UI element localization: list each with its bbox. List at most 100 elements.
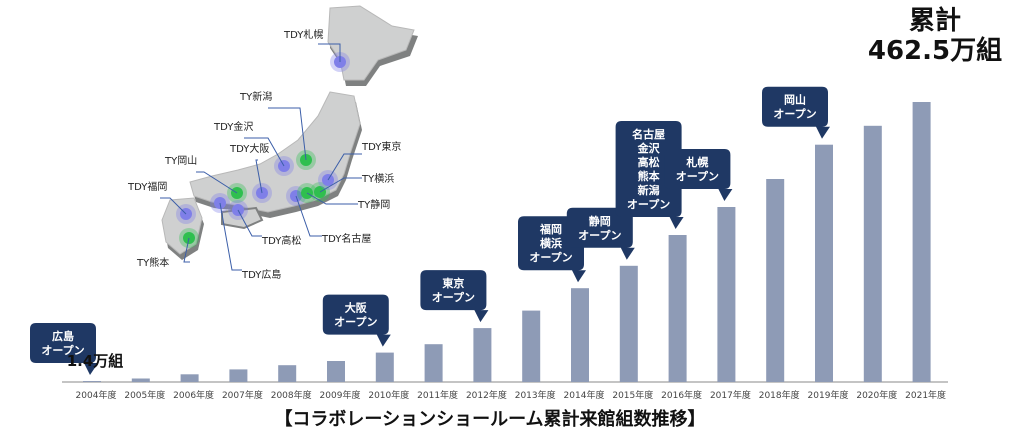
callout-text: オープン	[41, 343, 84, 357]
x-tick-label: 2015年度	[612, 389, 653, 401]
callout-text: 札幌	[685, 155, 708, 169]
bar-2017年度	[717, 207, 736, 382]
x-tick-label: 2004年度	[76, 389, 117, 401]
bar-2015年度	[619, 265, 638, 382]
location-leader-line	[295, 195, 322, 237]
location-label: TY静岡	[357, 198, 390, 211]
x-tick-label: 2006年度	[173, 389, 214, 401]
bar-2016年度	[668, 235, 687, 382]
callout-text: 岡山	[784, 93, 806, 107]
location-label: TY熊本	[136, 256, 169, 269]
bar-2020年度	[863, 125, 882, 383]
location-label: TDY高松	[261, 234, 301, 247]
callout-bubble	[615, 121, 684, 229]
x-tick-label: 2010年度	[368, 389, 409, 401]
callout-bubble	[420, 270, 489, 323]
x-tick-label: 2020年度	[856, 389, 897, 401]
location-label: TDY東京	[361, 140, 401, 153]
callout-text: オープン	[529, 250, 572, 264]
location-leader-line	[327, 153, 362, 181]
location-leader-line	[268, 107, 307, 161]
location-leader-line	[318, 43, 341, 62]
x-tick-label: 2009年度	[320, 389, 361, 401]
callout-text: オープン	[334, 315, 377, 329]
callout-text: 広島	[52, 329, 74, 343]
callout-text: オープン	[676, 169, 719, 183]
callout-bubble	[30, 323, 98, 376]
bar-2011年度	[424, 344, 443, 382]
location-leader-line	[244, 137, 285, 167]
x-tick-label: 2007年度	[222, 389, 263, 401]
x-tick-label: 2005年度	[124, 389, 165, 401]
callout-text: オープン	[627, 197, 670, 211]
location-leader-line	[160, 197, 187, 215]
x-tick-label: 2016年度	[661, 389, 702, 401]
bar-2010年度	[375, 352, 394, 382]
first-value-label: 1.4万組	[66, 352, 124, 370]
location-leader-line	[196, 171, 238, 194]
bar-2013年度	[522, 310, 541, 382]
x-tick-label: 2018年度	[759, 389, 800, 401]
callout-bubble	[762, 86, 830, 139]
location-leader-line	[183, 237, 190, 263]
location-leader-line	[255, 159, 263, 194]
location-leader-line	[219, 202, 242, 271]
x-tick-label: 2012年度	[466, 389, 507, 401]
location-leader-line	[306, 192, 358, 205]
location-leader-line	[319, 177, 362, 193]
callout-bubble	[664, 149, 733, 201]
bar-2014年度	[571, 288, 589, 382]
total-title-line2: 462.5万組	[867, 36, 1003, 66]
location-label: TDY広島	[241, 268, 281, 281]
bar-2009年度	[327, 361, 345, 382]
chart-caption: 【コラボレーションショールーム累計来館組数推移】	[274, 409, 706, 430]
callout-text: 東京	[442, 276, 464, 290]
location-label: TY新潟	[239, 90, 272, 103]
location-label: TY横浜	[361, 172, 394, 185]
location-label: TDY福岡	[127, 180, 167, 193]
location-label: TDY札幌	[283, 28, 323, 41]
bar-2012年度	[473, 328, 492, 382]
bar-2004年度	[83, 381, 101, 382]
callout-text: 新潟	[638, 183, 660, 197]
callout-text: 大阪	[345, 301, 368, 315]
location-leader-line	[237, 209, 262, 237]
callout-text: 名古屋	[632, 127, 665, 141]
x-tick-label: 2014年度	[564, 389, 605, 401]
callout-bubble	[322, 294, 391, 347]
bar-2007年度	[229, 369, 248, 382]
x-tick-label: 2008年度	[271, 389, 312, 401]
bar-2005年度	[131, 378, 150, 382]
location-label: TDY名古屋	[321, 232, 371, 245]
location-label: TDY金沢	[213, 120, 253, 133]
callout-text: 金沢	[637, 141, 661, 155]
callout-text: オープン	[578, 228, 621, 242]
bar-2021年度	[912, 102, 931, 382]
callout-bubble	[566, 207, 635, 260]
callout-text: 静岡	[589, 214, 611, 228]
x-tick-label: 2021年度	[905, 389, 946, 401]
bar-2018年度	[766, 179, 785, 382]
x-tick-label: 2019年度	[808, 389, 849, 401]
callout-text: オープン	[773, 107, 816, 121]
callout-text: オープン	[432, 290, 475, 304]
x-tick-label: 2017年度	[710, 389, 751, 401]
total-title-line1: 累計	[908, 6, 961, 36]
callout-text: 高松	[638, 155, 660, 169]
total-title: 累計 462.5万組	[840, 6, 1030, 66]
location-label: TY岡山	[164, 155, 197, 167]
callout-text: 熊本	[638, 169, 660, 183]
x-tick-label: 2013年度	[515, 389, 556, 401]
callout-text: 福岡	[539, 222, 562, 236]
bar-2008年度	[278, 365, 297, 382]
bar-2019年度	[815, 144, 833, 382]
x-tick-label: 2011年度	[417, 389, 458, 401]
